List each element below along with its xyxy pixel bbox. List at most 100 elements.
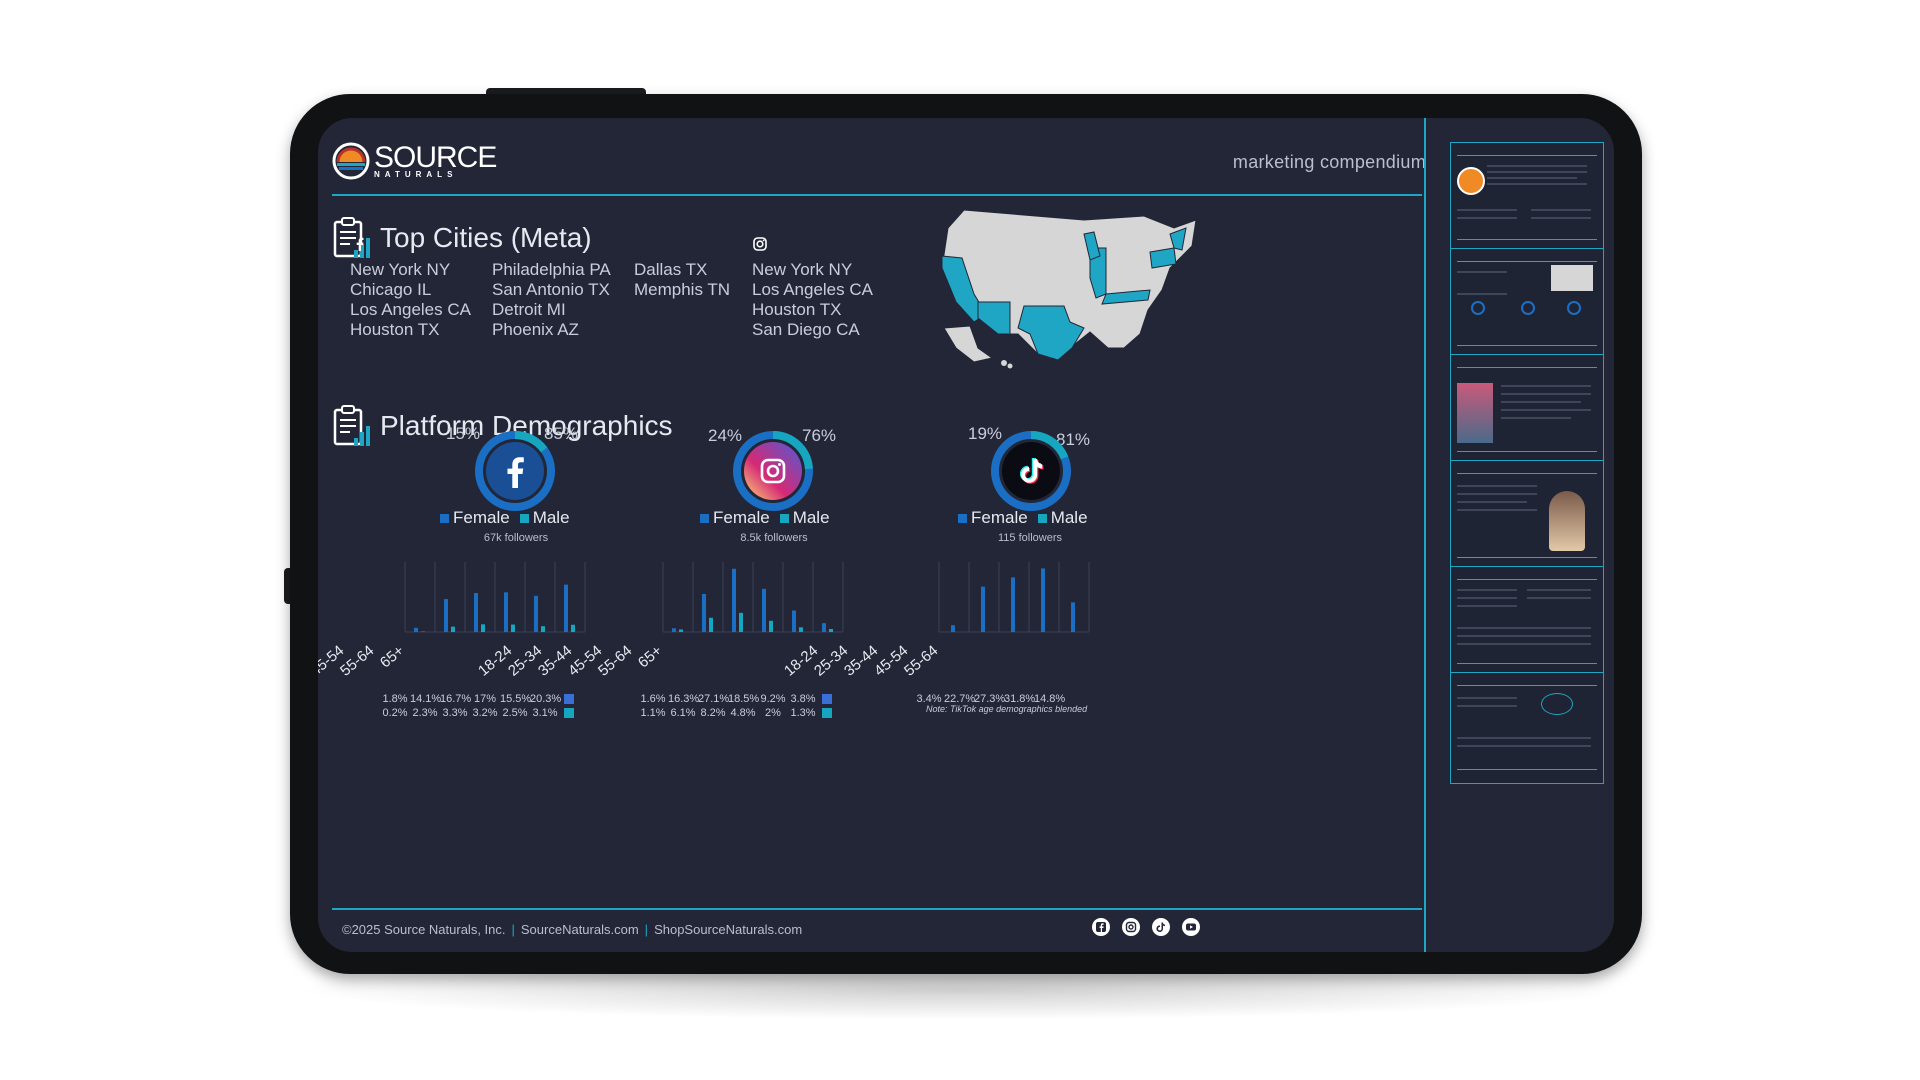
facebook-followers: 67k followers bbox=[483, 532, 549, 544]
device-top-button bbox=[486, 88, 646, 96]
bar-female-55-64 bbox=[792, 610, 796, 632]
footer-text: ©2025 Source Naturals, Inc. | SourceNatura… bbox=[342, 922, 803, 937]
donut-female-segment bbox=[475, 431, 555, 511]
value-label: 16.3% bbox=[668, 693, 700, 705]
value-table: 3.4% 22.7% 27.3% 31.8% 14.8% bbox=[914, 692, 1066, 706]
value-label: 4.8% bbox=[730, 707, 756, 719]
instagram-male-pct: 76% bbox=[802, 426, 837, 445]
value-label: 3.3% bbox=[442, 707, 468, 719]
tiktok-male-pct: 81% bbox=[1056, 430, 1091, 449]
value-label: 14.8% bbox=[1034, 693, 1066, 705]
legend-swatch bbox=[564, 708, 574, 718]
bar-female-18-24 bbox=[951, 625, 955, 632]
device-side-button bbox=[284, 568, 292, 604]
facebook-cities-col1: New York NY Chicago IL Los Angeles CA Ho… bbox=[350, 260, 471, 340]
value-label: 3.4% bbox=[916, 693, 942, 705]
legend-male: Male bbox=[779, 508, 830, 528]
tiktok-donut bbox=[990, 430, 1072, 512]
instagram-donut bbox=[732, 430, 814, 512]
bar-female-55-64 bbox=[534, 595, 538, 632]
tiktok-note: Note: TikTok age demographics blended bbox=[926, 704, 1088, 714]
x-tick-label: 25-34 bbox=[504, 642, 545, 680]
city: Los Angeles CA bbox=[752, 280, 873, 299]
value-label: 22.7% bbox=[944, 693, 976, 705]
x-tick-label: 55-64 bbox=[594, 642, 635, 680]
instagram-icon[interactable] bbox=[1122, 918, 1140, 936]
bar-male-45-54 bbox=[769, 620, 773, 632]
header-divider bbox=[332, 194, 1422, 196]
bar-female-45-54 bbox=[1041, 568, 1045, 632]
tiktok-followers: 115 followers bbox=[998, 532, 1062, 544]
bar-female-45-54 bbox=[504, 592, 508, 632]
bar-female-35-44 bbox=[474, 593, 478, 632]
slide-thumbnail-5[interactable] bbox=[1450, 566, 1604, 678]
tablet-screen: SOURCE NATURALS marketing compendium bbox=[318, 118, 1614, 952]
x-tick-label: 35-44 bbox=[840, 642, 881, 680]
legend-female: Female bbox=[700, 508, 770, 528]
slide-thumbnail-rail bbox=[1424, 118, 1614, 952]
city: Houston TX bbox=[752, 300, 842, 319]
city: Phoenix AZ bbox=[492, 320, 579, 339]
slide-thumbnail-1[interactable] bbox=[1450, 142, 1604, 254]
slide-thumbnail-2[interactable] bbox=[1450, 248, 1604, 360]
bar-female-65+ bbox=[564, 584, 568, 632]
brand-logo: SOURCE NATURALS bbox=[332, 142, 497, 180]
value-label: 2.5% bbox=[502, 707, 528, 719]
tiktok-legend: Female Male bbox=[958, 508, 1088, 528]
value-label: 27.3% bbox=[974, 693, 1006, 705]
youtube-icon[interactable] bbox=[1182, 918, 1200, 936]
instagram-cities: New York NY Los Angeles CA Houston TX Sa… bbox=[752, 260, 873, 340]
city: Los Angeles CA bbox=[350, 300, 471, 319]
tiktok-icon bbox=[1002, 442, 1060, 500]
x-tick-label: 18-24 bbox=[474, 642, 515, 680]
x-tick-label: 55-64 bbox=[900, 642, 941, 680]
instagram-followers: 8.5k followers bbox=[740, 532, 808, 544]
legend-male: Male bbox=[1037, 508, 1088, 528]
value-table: 1.8% 14.1% 16.7% 17% 15.5% 20.3% 0.2% 2.3% 3.3% 3… bbox=[380, 692, 574, 720]
value-label: 1.8% bbox=[382, 693, 408, 705]
footer-link-site2[interactable]: ShopSourceNaturals.com bbox=[654, 922, 803, 937]
value-label: 15.5% bbox=[500, 693, 532, 705]
value-label: 3.1% bbox=[532, 707, 558, 719]
facebook-icon[interactable] bbox=[1092, 918, 1110, 936]
bar-female-25-34 bbox=[981, 586, 985, 632]
value-label: 1.6% bbox=[640, 693, 666, 705]
city: New York NY bbox=[752, 260, 853, 279]
x-tick-label: 45-54 bbox=[564, 642, 605, 680]
tiktok-icon[interactable] bbox=[1152, 918, 1170, 936]
footer-copyright: ©2025 Source Naturals, Inc. bbox=[342, 922, 506, 937]
brand-sub: NATURALS bbox=[374, 170, 458, 179]
instagram-female-pct: 24% bbox=[708, 426, 743, 445]
bar-female-18-24 bbox=[672, 628, 676, 632]
legend-swatch bbox=[822, 708, 832, 718]
city: New York NY bbox=[350, 260, 451, 279]
bar-male-25-34 bbox=[451, 626, 455, 632]
instagram-icon bbox=[744, 442, 802, 500]
slide-thumbnail-3[interactable] bbox=[1450, 354, 1604, 466]
bar-male-18-24 bbox=[679, 629, 683, 632]
facebook-donut bbox=[474, 430, 556, 512]
sun-logo-icon bbox=[332, 142, 370, 180]
city: Dallas TX bbox=[634, 260, 708, 279]
bar-male-35-44 bbox=[739, 612, 743, 632]
value-label: 6.1% bbox=[670, 707, 696, 719]
slide-thumbnail-6[interactable] bbox=[1450, 672, 1604, 784]
bar-male-65+ bbox=[829, 628, 833, 632]
bar-female-25-34 bbox=[702, 593, 706, 632]
bar-male-55-64 bbox=[541, 626, 545, 632]
bar-male-35-44 bbox=[481, 624, 485, 632]
footer-link-site1[interactable]: SourceNaturals.com bbox=[520, 922, 639, 937]
x-tick-label: 45-54 bbox=[870, 642, 911, 680]
slide-thumbnail-4[interactable] bbox=[1450, 460, 1604, 572]
bar-female-35-44 bbox=[732, 568, 736, 632]
bar-male-65+ bbox=[571, 624, 575, 632]
clipboard-chart-icon bbox=[332, 216, 372, 260]
legend-female: Female bbox=[958, 508, 1028, 528]
facebook-female-pct: 15% bbox=[446, 424, 481, 443]
facebook-cities-col2: Philadelphia PA San Antonio TX Detroit M… bbox=[492, 260, 611, 340]
facebook-cities-col3: Dallas TX Memphis TN bbox=[634, 260, 730, 300]
x-tick-label: 65+ bbox=[634, 642, 665, 672]
city: San Antonio TX bbox=[492, 280, 610, 299]
x-tick-label: 35-44 bbox=[534, 642, 575, 680]
city: Memphis TN bbox=[634, 280, 731, 299]
